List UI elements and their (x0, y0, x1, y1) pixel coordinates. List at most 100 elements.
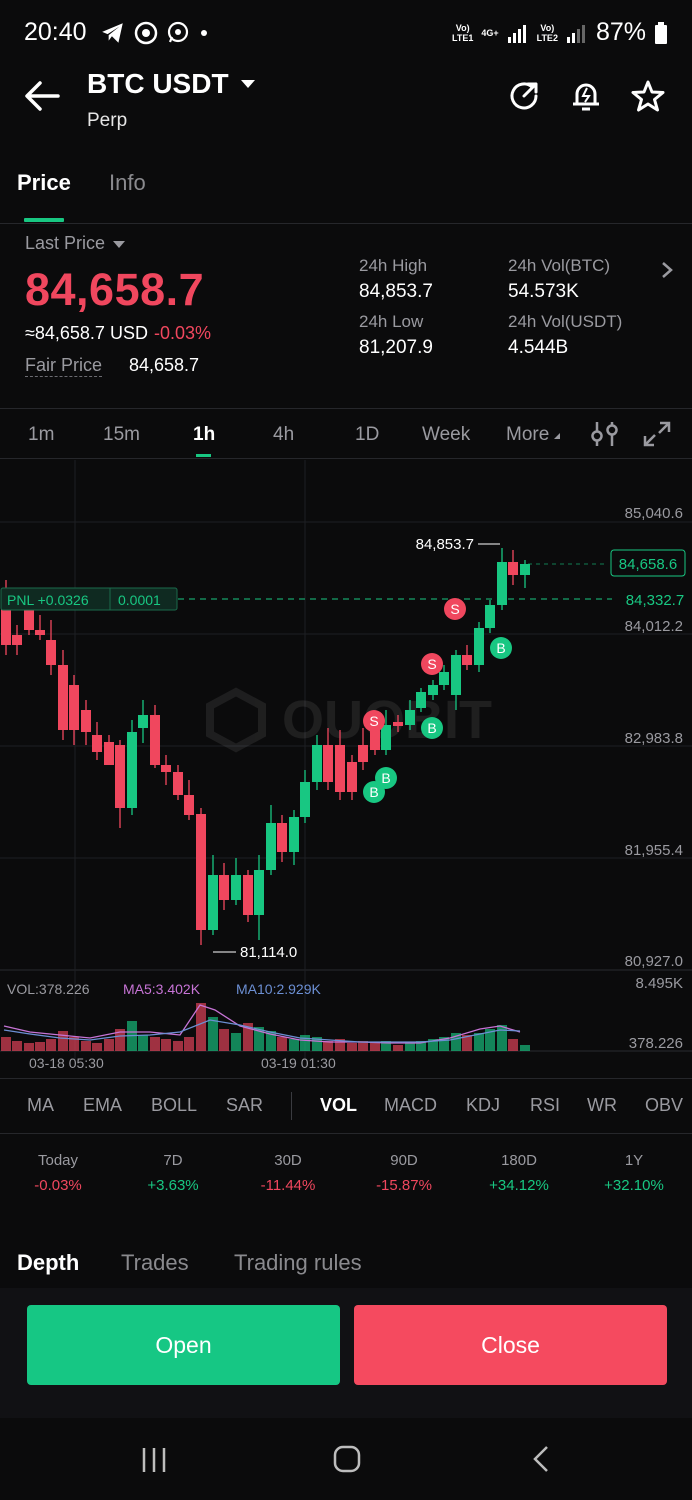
buy-marker: B (421, 717, 443, 739)
pnl-label: PNL +0.0326 (7, 592, 89, 608)
indicator-boll[interactable]: BOLL (151, 1095, 198, 1115)
chevron-right-icon[interactable] (660, 260, 674, 280)
candlestick-chart[interactable]: OUOBIT PNL +0.0326 0.0001 84,658.6 84,33… (0, 460, 692, 1080)
close-button[interactable]: Close (354, 1305, 667, 1385)
tab-info[interactable]: Info (109, 170, 146, 195)
volume-bar (104, 1039, 114, 1051)
open-button[interactable]: Open (27, 1305, 340, 1385)
tab-depth[interactable]: Depth (17, 1250, 80, 1275)
contract-type: Perp (87, 110, 128, 131)
timeframe-1h[interactable]: 1h (193, 424, 216, 445)
timeframe-more[interactable]: More (506, 424, 561, 446)
favorite-star-icon[interactable] (630, 78, 666, 114)
last-price-selector[interactable]: Last Price (25, 233, 126, 254)
volume-bar (381, 1041, 391, 1051)
status-bar: 20:40 Vo) LTE1 4G+ Vo) LTE2 87% (0, 0, 692, 66)
candle (428, 680, 438, 700)
chart-settings-icon[interactable] (590, 420, 620, 448)
candle (289, 810, 299, 865)
indicator-ema[interactable]: EMA (83, 1095, 123, 1115)
performance-value: +34.12% (489, 1177, 549, 1194)
indicator-wr[interactable]: WR (587, 1095, 617, 1115)
candle (196, 808, 206, 945)
pair-title[interactable]: BTC USDT (87, 68, 229, 99)
candle (405, 700, 415, 730)
telegram-icon (102, 23, 123, 43)
timeframe-15m[interactable]: 15m (103, 424, 140, 445)
volume-bar (474, 1033, 484, 1051)
high-value: 84,853.7 (359, 281, 433, 302)
y-axis: 85,040.6 84,012.2 82,983.8 81,955.4 80,9… (625, 505, 683, 1052)
svg-text:S: S (369, 713, 378, 729)
tab-trading-rules[interactable]: Trading rules (234, 1250, 362, 1275)
volume-bar (462, 1035, 472, 1051)
volume-bar (196, 1003, 206, 1051)
candle (254, 855, 264, 940)
candle (497, 548, 507, 610)
price-alert-bell-icon[interactable] (568, 78, 604, 114)
svg-text:B: B (369, 784, 378, 800)
volume-bar (451, 1033, 461, 1051)
performance-value: -15.87% (376, 1177, 432, 1194)
current-price-tag: 84,658.6 (610, 549, 686, 577)
timeframe-week[interactable]: Week (422, 424, 471, 445)
volume-bar (254, 1027, 264, 1051)
vol-btc-label: 24h Vol(BTC) (508, 256, 611, 275)
chrome-icon (134, 21, 158, 45)
volume-bar (323, 1041, 333, 1051)
fair-price-label[interactable]: Fair Price (25, 355, 103, 377)
timeframe-4h[interactable]: 4h (273, 424, 295, 445)
y-label: 85,040.6 (625, 505, 683, 522)
x-label: 03-19 01:30 (261, 1055, 336, 1071)
candle (115, 740, 125, 828)
system-nav-bar (0, 1420, 692, 1500)
watermark: OUOBIT (206, 687, 492, 753)
home-icon[interactable] (332, 1444, 362, 1474)
candle (485, 600, 495, 633)
recent-apps-icon[interactable] (140, 1446, 168, 1474)
low-marker: 81,114.0 (213, 944, 297, 961)
timeframe-1d[interactable]: 1D (355, 424, 380, 445)
indicator-sar[interactable]: SAR (226, 1095, 264, 1115)
indicator-kdj[interactable]: KDJ (466, 1095, 501, 1115)
indicator-vol[interactable]: VOL (320, 1095, 358, 1115)
caret-down-icon[interactable] (240, 78, 256, 90)
candle (161, 755, 171, 785)
volume-bar (161, 1039, 171, 1051)
indicator-ma[interactable]: MA (27, 1095, 54, 1115)
performance-period: Today (37, 1152, 79, 1169)
buy-marker: B (363, 781, 385, 803)
volume-bar (138, 1035, 148, 1051)
back-nav-icon[interactable] (530, 1444, 552, 1474)
volume-bar (150, 1037, 160, 1051)
volume-bar (277, 1037, 287, 1051)
vol-usdt-value: 4.544B (508, 337, 569, 358)
back-arrow-icon[interactable] (22, 78, 62, 114)
timeframe-1m[interactable]: 1m (28, 424, 55, 445)
dot-icon (201, 30, 207, 36)
grid-lines (0, 460, 692, 1060)
tab-trades[interactable]: Trades (121, 1250, 189, 1275)
usd-equivalent: ≈84,658.7 USD -0.03% (25, 323, 211, 344)
volume-bar (370, 1043, 380, 1051)
caret-down-icon (113, 241, 126, 248)
svg-text:B: B (381, 770, 390, 786)
fullscreen-icon[interactable] (643, 421, 671, 447)
vol-label: VOL:378.226 (7, 981, 90, 997)
indicator-rsi[interactable]: RSI (530, 1095, 561, 1115)
candle (439, 665, 449, 690)
tab-price[interactable]: Price (17, 170, 71, 195)
share-refresh-icon[interactable] (506, 78, 542, 114)
svg-text:S: S (450, 601, 459, 617)
indicator-obv[interactable]: OBV (645, 1095, 684, 1115)
volume-bar (231, 1033, 241, 1051)
performance-period: 30D (274, 1152, 302, 1169)
whatsapp-icon (167, 21, 189, 43)
tab-active-indicator (24, 218, 64, 222)
performance-value: +32.10% (604, 1177, 664, 1194)
position-pnl-tag[interactable]: PNL +0.0326 0.0001 (0, 587, 178, 611)
indicator-macd[interactable]: MACD (384, 1095, 437, 1115)
volume-bar (312, 1037, 322, 1051)
candle (416, 688, 426, 712)
x-label: 03-18 05:30 (29, 1055, 104, 1071)
